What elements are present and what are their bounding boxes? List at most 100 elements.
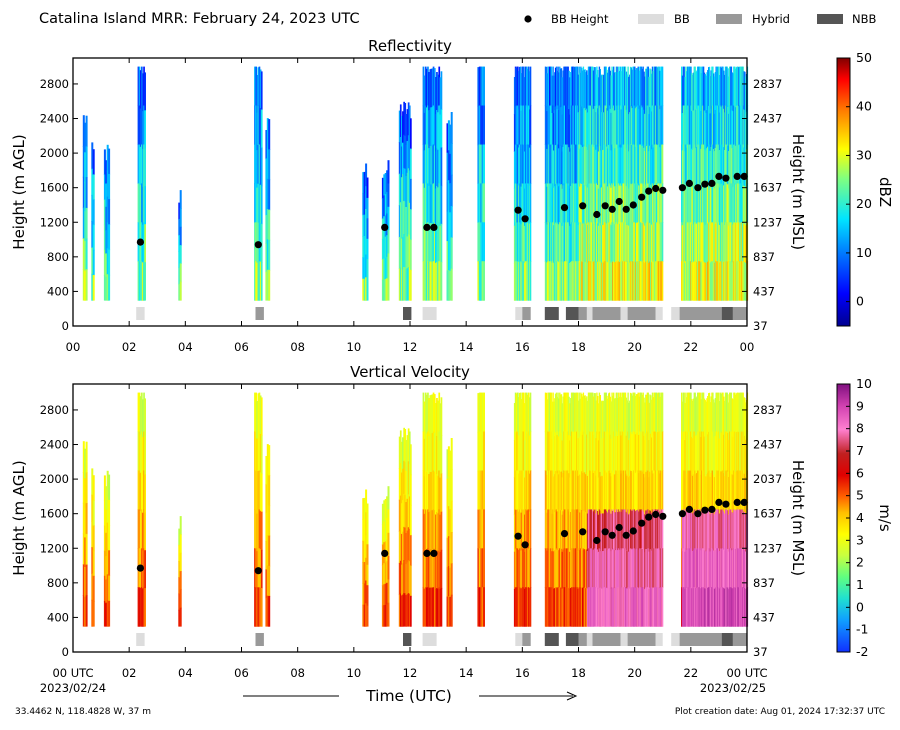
reflectivity-echo-cell: [399, 169, 402, 203]
reflectivity-echo-cell: [547, 105, 549, 145]
velocity-echo-cell: [423, 513, 426, 552]
velocity-echo-cell: [440, 473, 443, 513]
reflectivity-echo-cell: [517, 261, 519, 301]
velocity-echo-cell: [706, 550, 708, 589]
reflectivity-echo-cell: [651, 149, 653, 188]
velocity-echo-cell: [576, 587, 578, 627]
velocity-echo-cell: [651, 431, 654, 471]
reflectivity-echo-cell: [736, 183, 738, 223]
reflectivity-echo-cell: [651, 105, 654, 145]
velocity-echo-cell: [401, 533, 403, 566]
reflectivity-echo-cell: [605, 105, 607, 145]
reflectivity-echo-cell: [406, 236, 409, 269]
reflectivity-echo-cell: [593, 144, 596, 185]
reflectivity-echo-cell: [142, 148, 144, 188]
reflectivity-echo-cell: [268, 209, 271, 241]
velocity-echo-cell: [572, 509, 574, 549]
velocity-echo-cell: [381, 564, 384, 586]
reflectivity-echo-cell: [559, 183, 561, 223]
reflectivity-bb-height-point: [381, 223, 389, 231]
reflectivity-echo-cell: [713, 262, 715, 301]
reflectivity-echo-cell: [688, 144, 690, 184]
reflectivity-echo-cell: [728, 225, 730, 264]
reflectivity-echo-cell: [565, 66, 567, 107]
velocity-echo-cell: [720, 510, 722, 550]
reflectivity-echo-cell: [577, 262, 580, 301]
velocity-echo-cell: [520, 436, 522, 476]
velocity-echo-cell: [692, 474, 695, 513]
velocity-echo-cell: [700, 588, 702, 627]
velocity-echo-cell: [569, 588, 571, 627]
velocity-echo-cell: [265, 484, 268, 514]
velocity-echo-cell: [733, 392, 735, 433]
velocity-echo-cell: [640, 470, 642, 510]
reflectivity-echo-cell: [427, 105, 429, 145]
reflectivity-echo-cell: [427, 261, 429, 301]
velocity-echo-cell: [733, 548, 735, 588]
reflectivity-echo-cell: [592, 147, 595, 186]
reflectivity-echo-cell: [103, 249, 106, 276]
reflectivity-echo-cell: [624, 144, 626, 184]
reflectivity-echo-cell: [617, 72, 619, 111]
reflectivity-echo-cell: [108, 148, 111, 175]
reflectivity-echo-cell: [259, 184, 262, 224]
reflectivity-echo-cell: [689, 105, 691, 145]
velocity-echo-cell: [555, 509, 558, 549]
velocity-echo-cell: [517, 431, 519, 471]
velocity-echo-cell: [737, 509, 739, 549]
velocity-echo-cell: [84, 537, 87, 568]
velocity-echo-cell: [557, 470, 559, 510]
reflectivity-echo-cell: [720, 106, 722, 146]
velocity-echo-cell: [585, 474, 587, 513]
reflectivity-bb-height-point: [708, 179, 716, 187]
reflectivity-echo-cell: [636, 106, 638, 146]
velocity-echo-cell: [429, 395, 432, 435]
reflectivity-echo-cell: [700, 186, 702, 225]
reflectivity-echo-cell: [431, 184, 434, 224]
velocity-echo-cell: [741, 587, 744, 627]
reflectivity-echo-cell: [522, 222, 524, 262]
reflectivity-echo-cell: [477, 67, 480, 107]
velocity-echo-cell: [726, 587, 728, 627]
velocity-echo-cell: [685, 392, 687, 433]
velocity-echo-cell: [387, 486, 390, 511]
velocity-echo-cell: [558, 398, 560, 437]
velocity-echo-cell: [689, 548, 691, 588]
velocity-echo-cell: [645, 549, 648, 589]
reflectivity-echo-cell: [558, 110, 560, 149]
reflectivity-echo-cell: [568, 185, 570, 225]
velocity-echo-cell: [523, 587, 525, 627]
velocity-echo-cell: [652, 397, 654, 436]
reflectivity-echo-cell: [594, 67, 596, 107]
reflectivity-echo-cell: [651, 262, 653, 301]
velocity-echo-cell: [623, 587, 625, 627]
reflectivity-xtick-label: 00: [66, 340, 81, 354]
reflectivity-echo-cell: [578, 144, 580, 184]
velocity-echo-cell: [592, 392, 594, 433]
reflectivity-echo-cell: [586, 187, 589, 226]
reflectivity-echo-cell: [567, 261, 569, 301]
velocity-echo-cell: [383, 500, 386, 522]
reflectivity-echo-cell: [627, 105, 629, 145]
velocity-echo-cell: [640, 548, 642, 588]
velocity-echo-cell: [739, 587, 741, 627]
velocity-echo-cell: [717, 470, 719, 510]
reflectivity-echo-cell: [743, 109, 745, 149]
reflectivity-echo-cell: [556, 261, 558, 301]
reflectivity-echo-cell: [708, 66, 711, 107]
reflectivity-ytick-label-right: 2437: [753, 112, 782, 126]
reflectivity-echo-cell: [549, 261, 552, 301]
velocity-echo-cell: [549, 470, 551, 510]
reflectivity-echo-cell: [519, 105, 521, 146]
velocity-echo-cell: [717, 392, 719, 433]
velocity-echo-cell: [646, 509, 649, 549]
velocity-echo-cell: [576, 509, 578, 549]
reflectivity-bb-type-segment: [620, 307, 628, 320]
reflectivity-echo-cell: [576, 66, 579, 107]
reflectivity-echo-cell: [265, 186, 268, 216]
reflectivity-echo-cell: [619, 222, 622, 262]
velocity-echo-cell: [690, 470, 692, 510]
velocity-echo-cell: [612, 472, 614, 512]
velocity-echo-cell: [744, 550, 746, 589]
reflectivity-echo-cell: [428, 224, 430, 263]
